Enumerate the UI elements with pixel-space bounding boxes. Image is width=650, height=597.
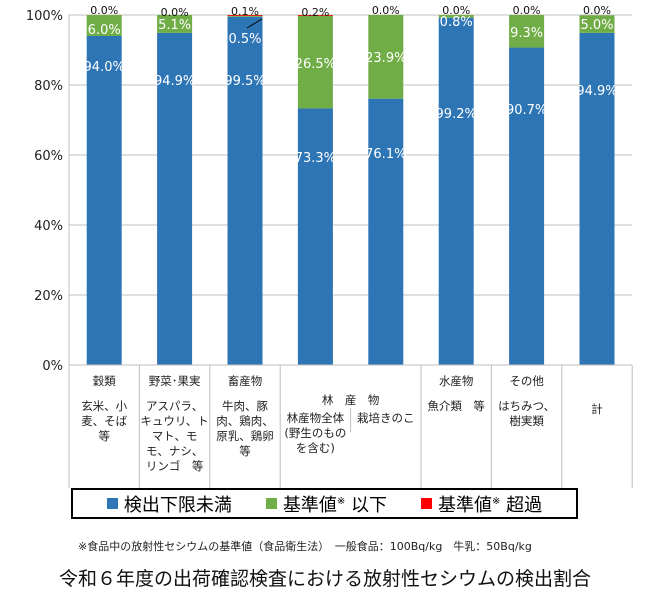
- data-label-red: 0.0%: [372, 4, 400, 17]
- data-label-blue: 99.5%: [224, 74, 265, 89]
- bar-segment-green: [157, 15, 193, 33]
- table-column-items: 魚介類 等: [427, 399, 485, 413]
- bar-segment-blue: [157, 32, 193, 365]
- bar-segment-red: [227, 15, 263, 16]
- bar-segment-green: [368, 15, 404, 99]
- legend-item-below-detection: 検出下限未満: [106, 491, 232, 517]
- y-tick-label: 60%: [34, 149, 63, 164]
- table-forest-head: 林 産 物: [321, 393, 380, 407]
- bar-segment-green: [579, 15, 615, 33]
- bar-segment-green: [227, 15, 263, 17]
- table-column-head: 穀類: [92, 374, 116, 388]
- legend-label: 基準値: [282, 494, 337, 516]
- bar-segment-blue: [297, 108, 333, 365]
- table-column-items: はちみつ、樹実類: [498, 399, 556, 428]
- table-column-items: 林産物全体(野生のものを含む): [284, 411, 347, 455]
- y-tick-label: 40%: [34, 219, 63, 234]
- table-column-items: 牛肉、豚肉、鶏肉、原乳、鶏卵 等: [216, 399, 286, 458]
- data-label-green: 26.5%: [295, 57, 336, 72]
- y-tick-label: 80%: [34, 79, 63, 94]
- table-column-items: 栽培きのこ: [357, 411, 415, 425]
- bar-segment-green: [297, 15, 333, 109]
- data-label-green: 9.3%: [510, 26, 543, 41]
- chart-title: 令和６年度の出荷確認検査における放射性セシウムの検出割合: [58, 568, 591, 590]
- data-label-blue: 90.7%: [506, 103, 547, 118]
- data-label-red: 0.0%: [90, 4, 118, 17]
- legend: 検出下限未満 基準値※ 以下 基準値※ 超過: [71, 488, 578, 519]
- y-tick-label: 100%: [26, 9, 63, 24]
- legend-swatch-red: [421, 498, 432, 509]
- legend-suffix: 超過: [500, 494, 543, 516]
- legend-swatch-blue: [106, 498, 118, 509]
- bar-segment-blue: [227, 16, 263, 365]
- data-label-red: 0.0%: [513, 4, 541, 17]
- table-column-items: 玄米、小麦、そば 等: [81, 399, 139, 443]
- data-label-blue: 76.1%: [365, 147, 406, 162]
- table-column-items: 計: [591, 402, 603, 416]
- table-column-head: 野菜･果実: [148, 374, 201, 388]
- bar-segment-green: [86, 15, 122, 36]
- footnote: ※食品中の放射性セシウムの基準値（食品衛生法） 一般食品：100Bq/kg 牛乳…: [78, 540, 532, 553]
- bar-segment-blue: [438, 17, 474, 366]
- legend-label: 基準値: [438, 494, 492, 516]
- y-tick-label: 20%: [34, 289, 63, 304]
- data-label-red: 0.0%: [442, 4, 470, 17]
- data-label-green: 5.1%: [158, 18, 191, 33]
- bar-segment-green: [438, 15, 474, 18]
- bar-segment-blue: [509, 47, 545, 366]
- data-label-green: 23.9%: [365, 51, 406, 66]
- table-column-head: その他: [509, 374, 544, 388]
- data-label-red: 0.0%: [583, 4, 611, 17]
- data-label-green: 0.5%: [228, 32, 261, 47]
- legend-sup: ※: [336, 495, 346, 507]
- legend-swatch-green: [265, 498, 277, 509]
- table-column-items: アスパラ、キュウリ、トマト、モモ、ナシ、リンゴ 等: [140, 399, 209, 473]
- data-label-blue: 99.2%: [436, 107, 477, 122]
- y-tick-label: 0%: [42, 359, 63, 374]
- legend-suffix: 以下: [345, 494, 387, 516]
- data-label-green: 5.0%: [580, 18, 613, 33]
- data-label-green: 0.8%: [440, 15, 473, 30]
- legend-item-below-standard: 基準値※ 以下: [265, 491, 387, 517]
- data-label-green: 6.0%: [88, 23, 121, 38]
- bar-segment-blue: [86, 36, 122, 365]
- data-label-blue: 94.9%: [576, 84, 617, 99]
- bar-segment-blue: [579, 32, 615, 365]
- data-label-blue: 73.3%: [295, 151, 336, 166]
- data-label-blue: 94.9%: [154, 74, 195, 89]
- table-column-head: 畜産物: [227, 374, 263, 388]
- data-label-red: 0.0%: [161, 6, 189, 19]
- leader-line: [246, 18, 263, 29]
- data-label-red: 0.1%: [231, 5, 259, 18]
- legend-label: 検出下限未満: [123, 494, 232, 516]
- bar-segment-green: [509, 15, 545, 48]
- data-label-blue: 94.0%: [84, 60, 125, 75]
- bar-segment-blue: [368, 98, 404, 366]
- table-column-head: 水産物: [438, 374, 474, 388]
- data-label-red: 0.2%: [301, 6, 329, 19]
- legend-item-above-standard: 基準値※ 超過: [421, 491, 542, 517]
- bar-segment-red: [297, 15, 333, 16]
- legend-sup: ※: [492, 495, 501, 507]
